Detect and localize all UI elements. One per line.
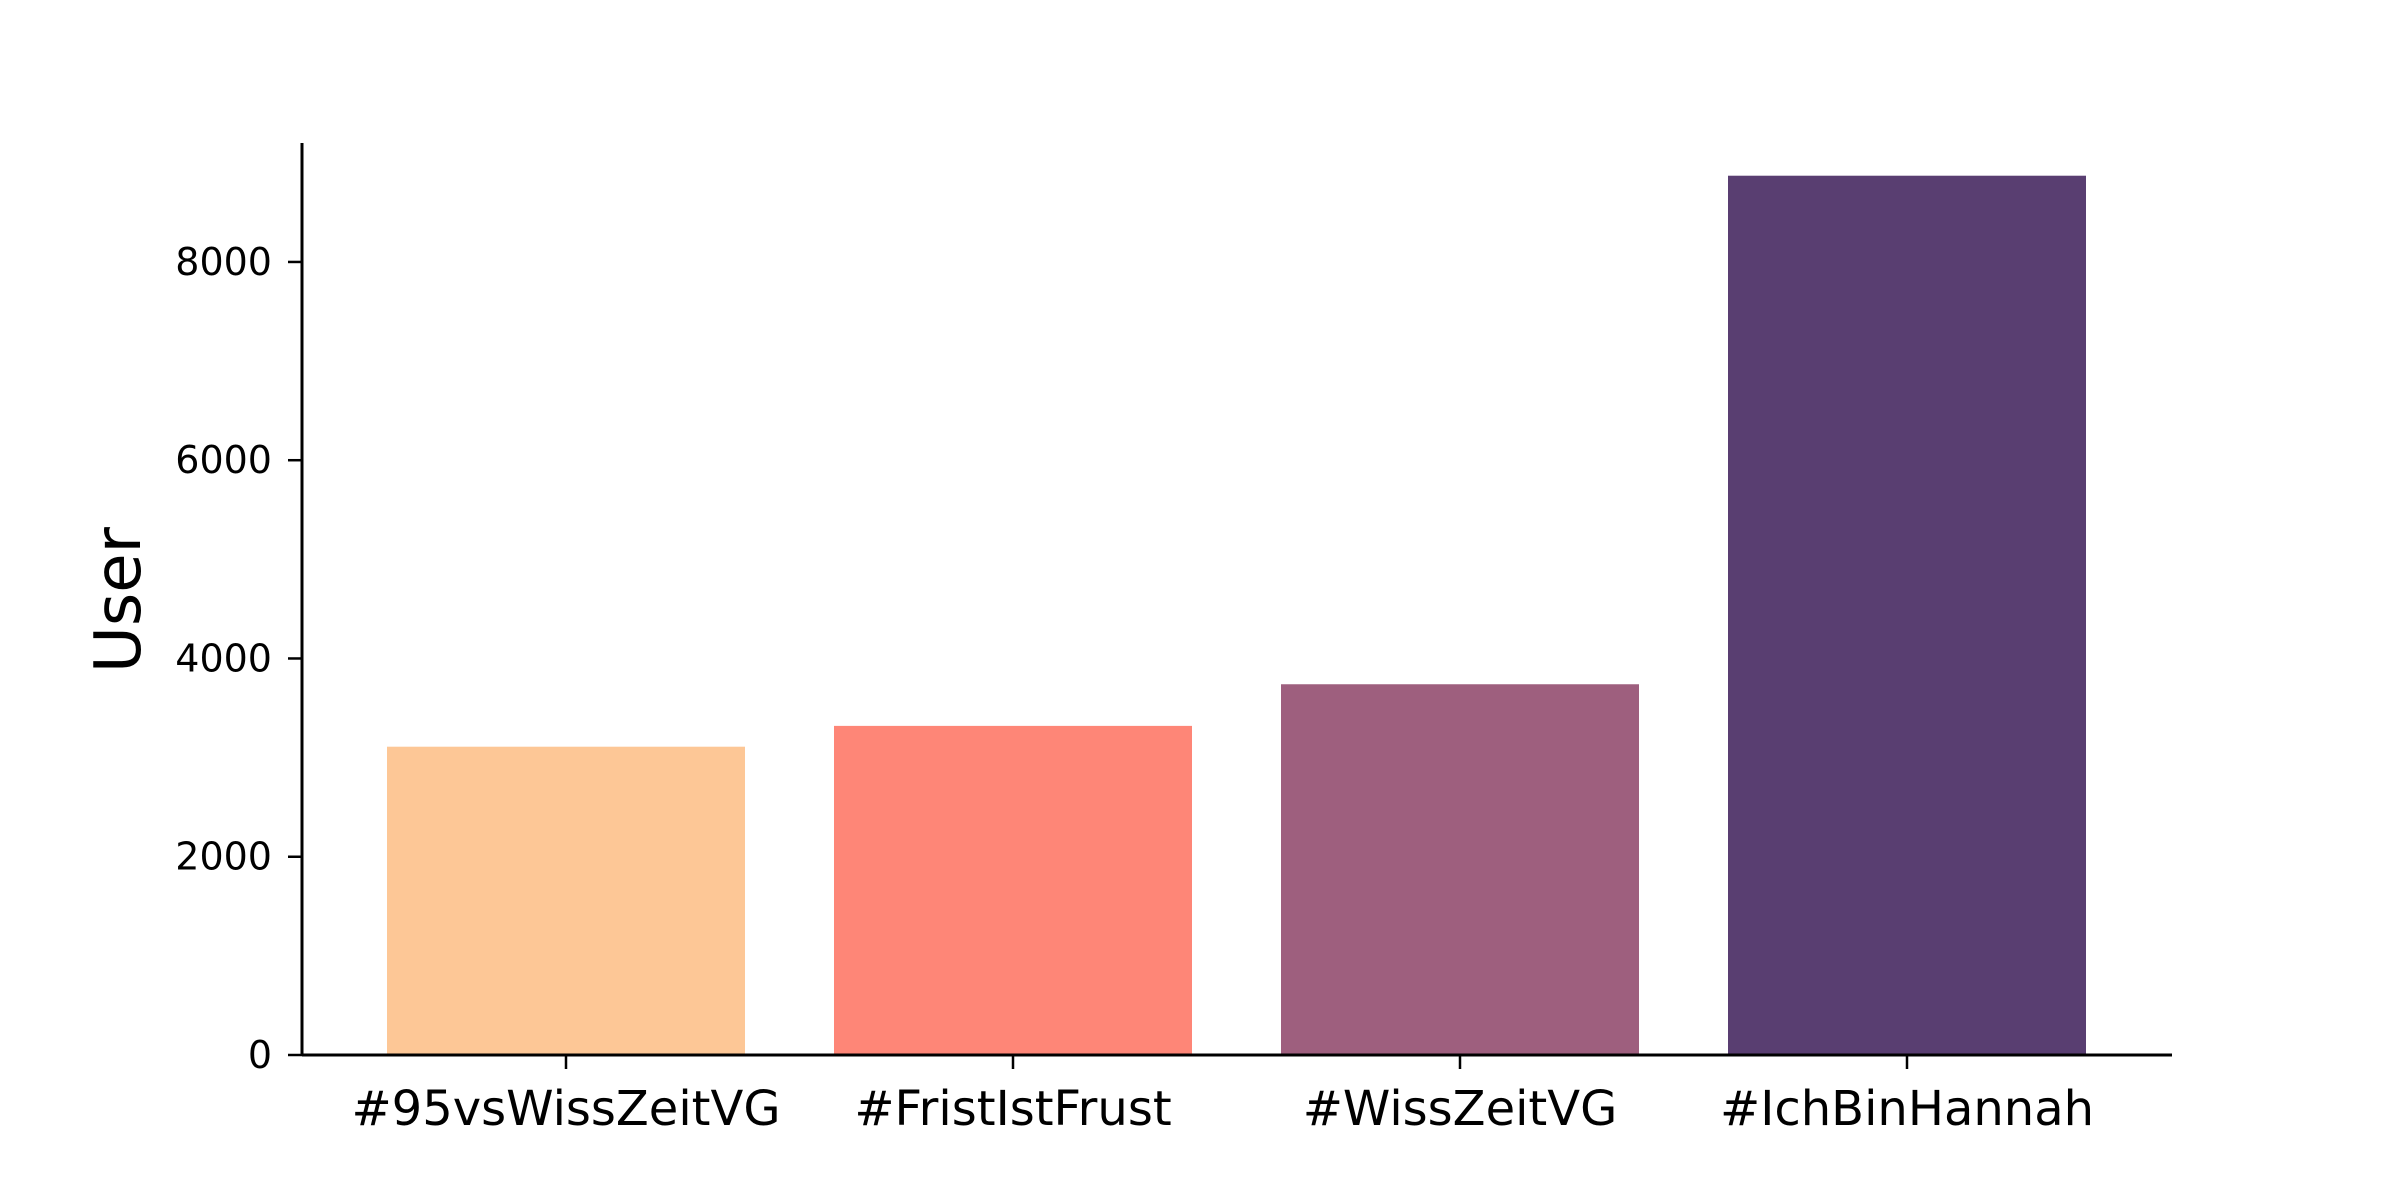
y-axis-title: User: [82, 526, 156, 673]
bars-layer: [387, 175, 2086, 1056]
y-tick-label: 4000: [175, 636, 272, 680]
bar-3: [1728, 175, 2086, 1056]
y-tick-label: 0: [248, 1033, 272, 1077]
bar-0: [387, 746, 745, 1055]
axes-layer: [300, 143, 2172, 1057]
y-ticks: 0 2000 4000 6000 8000: [175, 240, 302, 1077]
y-tick-label: 6000: [175, 438, 272, 482]
x-ticks: #95vsWissZeitVG #FristIstFrust #WissZeitVG…: [351, 1055, 2094, 1137]
bar-2: [1281, 684, 1639, 1055]
x-tick-label: #95vsWissZeitVG: [351, 1081, 780, 1137]
y-tick-label: 2000: [175, 835, 272, 879]
x-tick-label: #FristIstFrust: [854, 1081, 1171, 1137]
x-tick-label: #IchBinHannah: [1720, 1081, 2094, 1137]
y-tick-label: 8000: [175, 240, 272, 284]
x-tick-label: #WissZeitVG: [1303, 1081, 1618, 1137]
bar-1: [834, 725, 1192, 1055]
